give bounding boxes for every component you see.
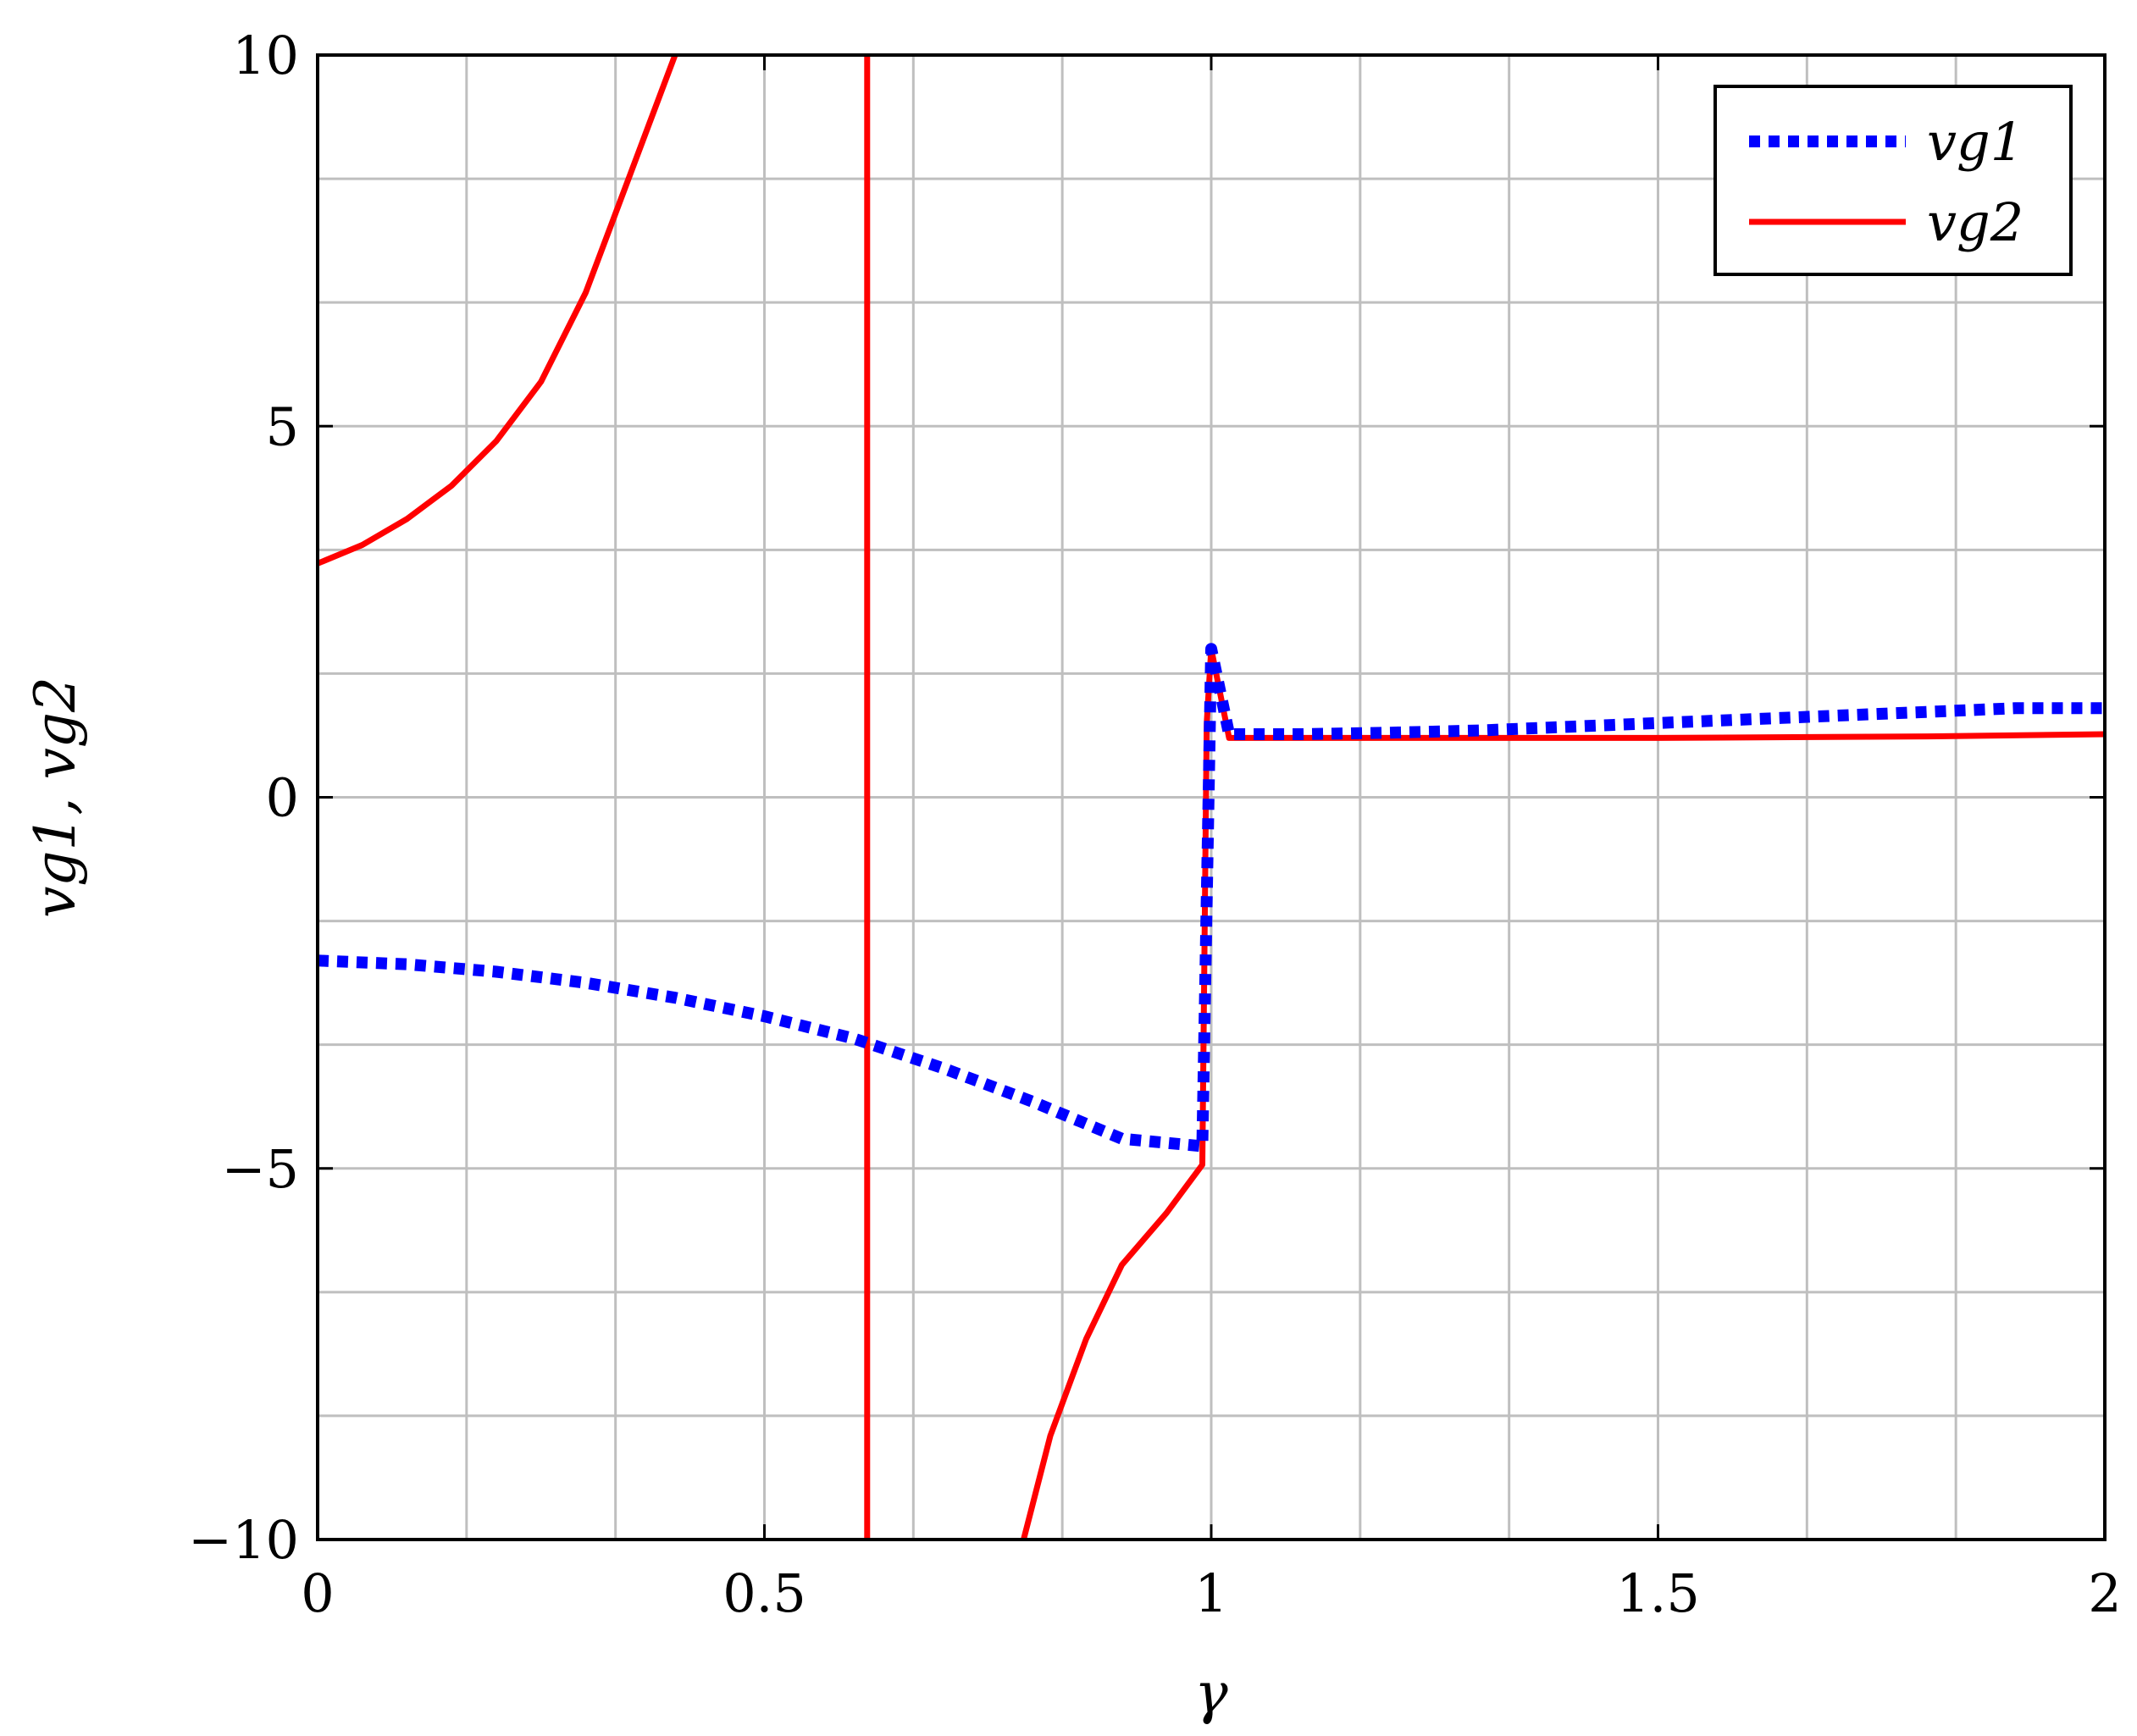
legend: vg1 vg2 bbox=[1713, 85, 2073, 276]
x-tick-label: 1.5 bbox=[1616, 1562, 1700, 1624]
y-tick-label: 0 bbox=[266, 767, 299, 829]
legend-label-vg1: vg1 bbox=[1927, 111, 2024, 173]
series-line-vg2 bbox=[318, 55, 678, 567]
x-axis-label: γ bbox=[1194, 1661, 1228, 1726]
legend-label-vg2: vg2 bbox=[1927, 191, 2024, 253]
grid bbox=[318, 55, 2105, 1540]
x-tick-label: 0 bbox=[301, 1562, 334, 1624]
plot-series bbox=[318, 55, 2105, 1540]
series-line-vg2 bbox=[1021, 645, 2105, 1540]
y-axis-label: vg1, vg2 bbox=[23, 677, 88, 918]
y-tick-label: −5 bbox=[222, 1138, 299, 1200]
x-tick-label: 1 bbox=[1194, 1562, 1227, 1624]
x-tick-label: 2 bbox=[2088, 1562, 2121, 1624]
x-tick-label: 0.5 bbox=[722, 1562, 806, 1624]
y-tick-label: 10 bbox=[232, 25, 299, 86]
axis-ticks: 0 0.5 1 1.5 2 −10 −5 0 5 10 bbox=[188, 25, 2122, 1624]
y-tick-label: 5 bbox=[266, 395, 299, 457]
y-tick-label: −10 bbox=[188, 1509, 299, 1571]
legend-box bbox=[1713, 85, 2073, 276]
series-line-vg1 bbox=[318, 643, 2105, 1153]
